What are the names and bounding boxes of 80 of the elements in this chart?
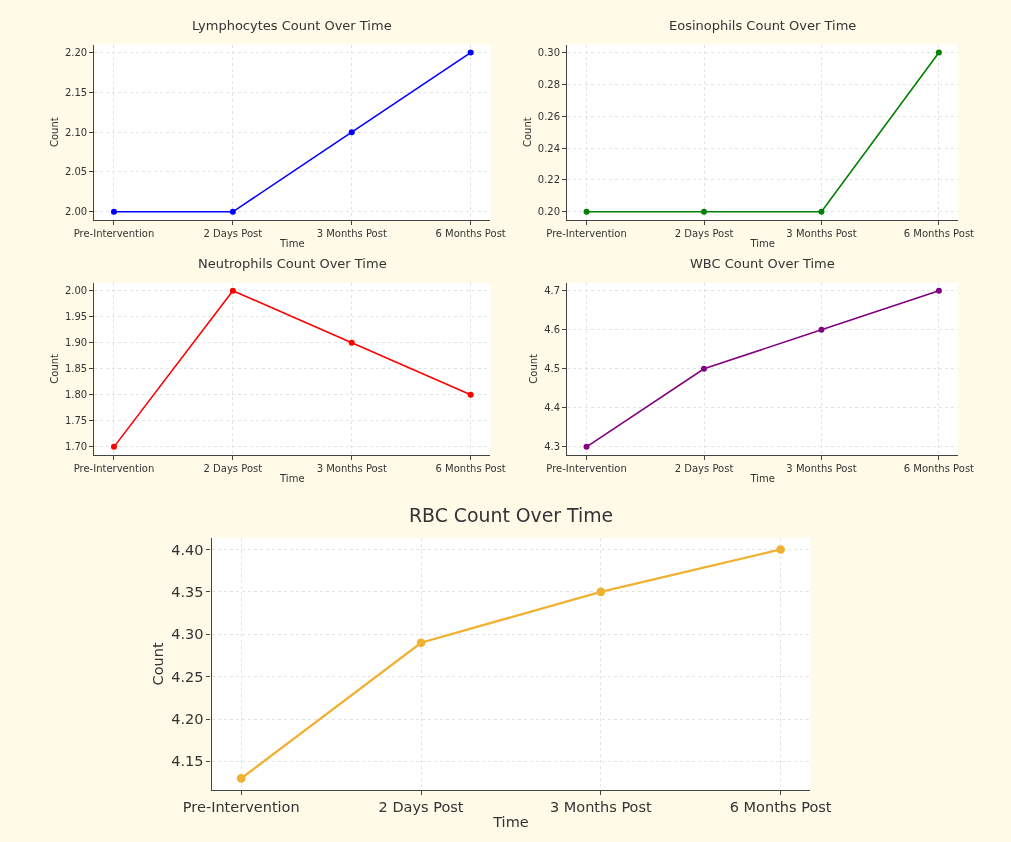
x-tick-label: Pre-Intervention — [546, 227, 627, 239]
point — [110, 443, 117, 450]
x-tick-label: Pre-Intervention — [73, 227, 155, 239]
point — [776, 545, 785, 554]
point — [229, 208, 236, 215]
x-tick-label: 3 Months Post — [316, 227, 387, 239]
point — [110, 208, 117, 215]
x-tick-label: 2 Days Post — [203, 462, 263, 474]
y-tick-label: 4.5 — [544, 363, 561, 375]
x-tick-label: 6 Months Post — [903, 462, 975, 474]
point — [348, 129, 355, 136]
x-tick-label: Pre-Intervention — [546, 462, 627, 474]
x-tick-label: 3 Months Post — [549, 799, 653, 816]
y-tick-label: 2.05 — [64, 166, 88, 178]
y-tick-label: 0.30 — [537, 47, 561, 59]
y-tick-label: 4.3 — [544, 441, 561, 453]
y-tick-label: 4.6 — [544, 324, 561, 336]
x-tick-label: 3 Months Post — [316, 462, 387, 474]
y-tick-label: 4.7 — [544, 285, 561, 297]
x-tick-label: 6 Months Post — [435, 227, 506, 239]
y-axis-title: Count — [528, 353, 540, 384]
y-tick-label: 1.75 — [64, 415, 88, 427]
x-axis-title: Time — [492, 813, 529, 830]
x-axis-title: Time — [279, 473, 305, 485]
x-tick-label: 2 Days Post — [674, 227, 734, 239]
chart-title: Neutrophils Count Over Time — [198, 256, 387, 271]
y-tick-label: 0.24 — [537, 142, 561, 154]
point — [701, 365, 707, 372]
y-axis-title: Count — [48, 117, 60, 148]
y-tick-label: 4.15 — [171, 753, 204, 770]
x-tick-label: 6 Months Post — [729, 799, 832, 816]
x-tick-label: Pre-Intervention — [182, 799, 300, 816]
y-tick-label: 0.20 — [537, 206, 561, 218]
y-axis-title: Count — [48, 353, 60, 384]
x-tick-label: Pre-Intervention — [73, 462, 155, 474]
y-tick-label: 1.70 — [64, 441, 88, 453]
y-tick-label: 1.80 — [64, 389, 88, 401]
y-tick-label: 0.22 — [537, 174, 561, 186]
point — [467, 391, 474, 398]
chart-title: RBC Count Over Time — [409, 505, 614, 526]
point — [236, 774, 246, 783]
y-tick-label: 1.95 — [64, 311, 88, 323]
x-tick-label: 2 Days Post — [378, 799, 464, 816]
x-tick-label: 3 Months Post — [786, 227, 857, 239]
y-tick-label: 0.26 — [537, 110, 561, 122]
y-tick-label: 4.40 — [171, 541, 204, 558]
x-tick-label: 2 Days Post — [674, 462, 734, 474]
y-axis-title: Count — [521, 117, 533, 148]
x-axis-title: Time — [749, 473, 775, 485]
x-axis-title: Time — [749, 238, 775, 250]
x-tick-label: 2 Days Post — [203, 227, 263, 239]
y-tick-label: 2.00 — [64, 206, 88, 218]
y-tick-label: 4.20 — [171, 711, 204, 728]
y-tick-label: 0.28 — [537, 78, 561, 90]
chart-title: Eosinophils Count Over Time — [669, 18, 857, 33]
point — [935, 287, 942, 294]
y-tick-label: 4.25 — [171, 668, 204, 685]
y-axis-title: Count — [149, 642, 166, 686]
x-axis-title: Time — [279, 238, 305, 250]
y-tick-label: 1.85 — [64, 363, 88, 375]
x-tick-label: 6 Months Post — [903, 227, 975, 239]
point — [416, 638, 426, 648]
y-tick-label: 2.10 — [64, 126, 88, 138]
y-tick-label: 2.20 — [64, 47, 88, 59]
y-tick-label: 2.15 — [64, 86, 88, 98]
point — [348, 339, 355, 346]
y-tick-label: 4.30 — [171, 626, 204, 643]
point — [596, 587, 606, 597]
y-tick-label: 2.00 — [64, 285, 88, 297]
point — [467, 49, 474, 56]
point — [818, 326, 825, 333]
chart-title: Lymphocytes Count Over Time — [192, 18, 392, 33]
point — [583, 443, 590, 450]
chart-title: WBC Count Over Time — [690, 256, 835, 271]
y-tick-label: 1.90 — [64, 337, 88, 349]
y-tick-label: 4.4 — [544, 402, 561, 414]
x-tick-label: 3 Months Post — [786, 462, 857, 474]
y-tick-label: 4.35 — [171, 583, 204, 600]
x-tick-label: 6 Months Post — [435, 462, 506, 474]
point — [229, 287, 236, 294]
